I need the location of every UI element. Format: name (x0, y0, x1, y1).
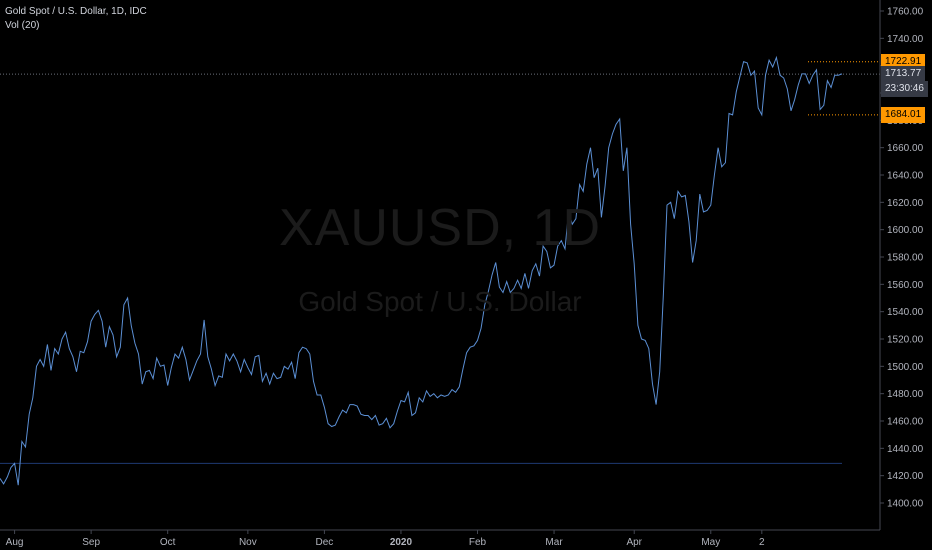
y-tick-label: 1480.00 (887, 389, 924, 400)
watermark-name: Gold Spot / U.S. Dollar (298, 286, 582, 317)
x-tick-label: Oct (160, 537, 176, 548)
x-tick-label: 2020 (390, 537, 413, 548)
x-tick-label: May (701, 537, 720, 548)
low-price-tag: 1684.01 (881, 106, 926, 123)
bar-countdown: 23:30:46 (881, 81, 928, 98)
reference-lines (0, 61, 880, 464)
y-tick-label: 1440.00 (887, 444, 924, 455)
y-tick-label: 1760.00 (887, 7, 924, 18)
y-tick-label: 1460.00 (887, 417, 924, 428)
y-tick-label: 1500.00 (887, 362, 924, 373)
y-tick-label: 1420.00 (887, 471, 924, 482)
y-tick-label: 1740.00 (887, 34, 924, 45)
x-tick-label: Feb (469, 537, 487, 548)
x-tick-label: Dec (316, 537, 334, 548)
watermark-symbol: XAUUSD, 1D (278, 199, 602, 257)
y-tick-label: 1520.00 (887, 335, 924, 346)
y-tick-label: 1580.00 (887, 253, 924, 264)
indicator-label[interactable]: Vol (20) (5, 20, 40, 31)
y-tick-label: 1640.00 (887, 171, 924, 182)
y-tick-label: 1660.00 (887, 143, 924, 154)
x-tick-label: Aug (6, 537, 24, 548)
chart-title[interactable]: Gold Spot / U.S. Dollar, 1D, IDC (5, 6, 147, 17)
y-tick-label: 1600.00 (887, 225, 924, 236)
x-tick-label: Sep (82, 537, 100, 548)
y-tick-label: 1540.00 (887, 307, 924, 318)
x-tick-label: Apr (626, 537, 642, 548)
y-tick-label: 1560.00 (887, 280, 924, 291)
price-line (0, 55, 843, 486)
x-tick-label: Nov (239, 537, 257, 548)
high-price-tag: 1722.91 (881, 53, 926, 70)
legend: Gold Spot / U.S. Dollar, 1D, IDC Vol (20… (5, 5, 147, 33)
x-tick-label: 2 (759, 537, 765, 548)
time-axis[interactable]: Aug Sep Oct Nov Dec 2020 Feb Mar Apr May 2 (0, 529, 880, 548)
last-price-tag: 1713.77 (881, 66, 926, 83)
y-tick-label: 1400.00 (887, 499, 924, 510)
x-tick-label: Mar (545, 537, 563, 548)
y-tick-label: 1620.00 (887, 198, 924, 209)
